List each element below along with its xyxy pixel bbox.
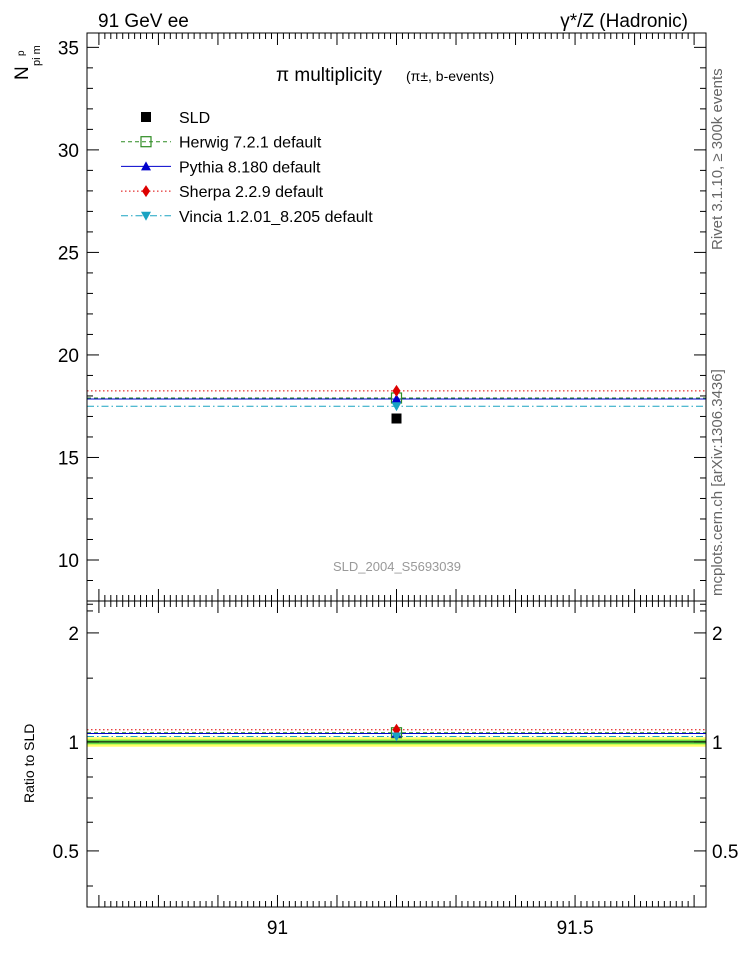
main-points — [390, 384, 403, 424]
ratio-ytick-label: 0.5 — [53, 842, 79, 863]
main-panel: 10 15 20 25 30 35 — [58, 32, 707, 602]
analysis-watermark: SLD_2004_S5693039 — [333, 559, 461, 574]
header-right: γ*/Z (Hadronic) — [560, 11, 688, 32]
main-ytick-label: 15 — [58, 448, 79, 469]
legend-entry-data: SLD — [141, 110, 210, 127]
ratio-ytick-label-right: 1 — [712, 733, 723, 754]
legend-marker-herwig — [140, 136, 152, 148]
ratio-uncertainty-band — [87, 737, 706, 747]
legend: SLD Herwig 7.2.1 default Pythia 8.180 defa… — [121, 110, 373, 226]
main-subtitle: (π±, b-events) — [406, 68, 494, 84]
legend-label: SLD — [179, 110, 210, 127]
legend-marker-vincia — [141, 211, 151, 221]
ratio-ytick-label: 2 — [68, 624, 79, 645]
ratio-frame — [86, 600, 707, 908]
ratio-xtick-label: 91.5 — [557, 918, 594, 939]
main-point-vincia — [391, 402, 402, 412]
ratio-ytick-label-right: 2 — [712, 624, 723, 645]
ratio-point-vincia — [391, 732, 402, 742]
main-ylabel: N pi m p — [12, 45, 43, 80]
ratio-ytick-label-right: 0.5 — [712, 842, 738, 863]
header-left: 91 GeV ee — [98, 11, 189, 32]
main-point-sherpa — [392, 384, 401, 397]
legend-label: Sherpa 2.2.9 default — [179, 184, 324, 201]
rivet-label: Rivet 3.1.10, ≥ 300k events — [709, 68, 726, 250]
main-ylabel-sup: p — [16, 50, 27, 56]
legend-entry-sherpa: Sherpa 2.2.9 default — [121, 184, 324, 201]
legend-marker-pythia — [141, 161, 151, 171]
main-title: π multiplicity — [276, 65, 383, 86]
main-axis-ticks: 10 15 20 25 30 35 — [58, 33, 706, 602]
legend-marker-data — [141, 112, 151, 122]
legend-entry-vincia: Vincia 1.2.01_8.205 default — [121, 209, 373, 226]
main-ytick-label: 20 — [58, 346, 79, 367]
main-ylabel-sub: pi m — [31, 45, 43, 66]
legend-entry-herwig: Herwig 7.2.1 default — [121, 135, 322, 152]
legend-label: Herwig 7.2.1 default — [179, 135, 322, 152]
ratio-axis-ticks: 0.5 0.5 1 1 2 2 91 91.5 — [53, 601, 738, 939]
main-ytick-label: 10 — [58, 551, 79, 572]
legend-label: Pythia 8.180 default — [179, 159, 321, 176]
ratio-ylabel: Ratio to SLD — [21, 724, 37, 803]
main-point-pythia — [391, 394, 402, 404]
main-ytick-label: 25 — [58, 243, 79, 264]
main-ytick-label: 35 — [58, 38, 79, 59]
mcplots-label: mcplots.cern.ch [arXiv:1306.3436] — [709, 369, 726, 596]
main-ytick-label: 30 — [58, 141, 79, 162]
legend-label: Vincia 1.2.01_8.205 default — [179, 209, 373, 226]
ratio-ytick-label: 1 — [68, 733, 79, 754]
ratio-xtick-label: 91 — [267, 918, 288, 939]
legend-entry-pythia: Pythia 8.180 default — [121, 159, 321, 176]
ratio-points — [390, 723, 403, 742]
main-point-data — [391, 413, 402, 424]
legend-marker-sherpa — [142, 185, 150, 198]
main-ylabel-n: N — [12, 66, 33, 80]
ratio-panel: 0.5 0.5 1 1 2 2 91 91.5 — [53, 600, 738, 939]
